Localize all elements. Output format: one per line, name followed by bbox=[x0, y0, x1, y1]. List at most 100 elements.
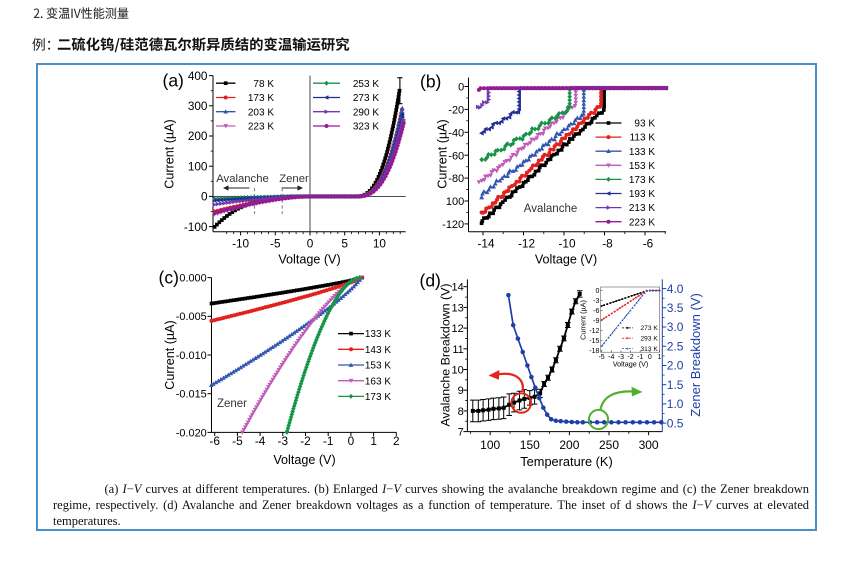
svg-text:400: 400 bbox=[188, 69, 208, 83]
svg-text:-3: -3 bbox=[618, 354, 624, 361]
svg-text:293 K: 293 K bbox=[641, 336, 659, 343]
svg-text:5: 5 bbox=[341, 237, 348, 251]
svg-text:213 K: 213 K bbox=[629, 203, 655, 214]
svg-text:-120: -120 bbox=[442, 219, 464, 231]
svg-text:Avalanche Breakdown (V): Avalanche Breakdown (V) bbox=[439, 283, 453, 426]
svg-text:Current (µA): Current (µA) bbox=[163, 119, 177, 189]
svg-text:2.0: 2.0 bbox=[667, 359, 684, 373]
svg-text:-12: -12 bbox=[589, 328, 599, 335]
svg-text:-5: -5 bbox=[232, 434, 243, 448]
svg-text:173 K: 173 K bbox=[365, 392, 391, 403]
svg-text:0: 0 bbox=[648, 354, 652, 361]
svg-text:8: 8 bbox=[458, 406, 464, 418]
svg-text:-0.020: -0.020 bbox=[176, 427, 207, 439]
svg-text:Zener: Zener bbox=[217, 398, 247, 410]
svg-text:173 K: 173 K bbox=[629, 175, 655, 186]
svg-text:253 K: 253 K bbox=[353, 79, 379, 90]
svg-text:200: 200 bbox=[188, 129, 208, 143]
svg-text:-0.015: -0.015 bbox=[176, 389, 207, 401]
svg-text:-2: -2 bbox=[300, 434, 311, 448]
svg-text:2: 2 bbox=[393, 434, 400, 448]
svg-text:300: 300 bbox=[188, 99, 208, 113]
svg-text:100: 100 bbox=[188, 159, 208, 173]
svg-text:150: 150 bbox=[520, 438, 540, 452]
svg-text:9: 9 bbox=[458, 385, 464, 397]
svg-text:-4: -4 bbox=[255, 434, 266, 448]
svg-text:-10: -10 bbox=[232, 237, 249, 251]
svg-text:14: 14 bbox=[452, 282, 464, 294]
svg-text:Avalanche: Avalanche bbox=[524, 203, 578, 215]
svg-text:290 K: 290 K bbox=[353, 107, 379, 118]
svg-text:-3: -3 bbox=[278, 434, 289, 448]
svg-text:-5: -5 bbox=[598, 354, 604, 361]
svg-text:3.5: 3.5 bbox=[667, 301, 684, 315]
svg-text:(a): (a) bbox=[163, 71, 184, 91]
svg-text:93 K: 93 K bbox=[634, 119, 655, 130]
svg-text:13: 13 bbox=[452, 302, 464, 314]
svg-text:-4: -4 bbox=[608, 354, 614, 361]
svg-text:143 K: 143 K bbox=[365, 345, 391, 356]
svg-text:223 K: 223 K bbox=[629, 217, 655, 228]
svg-text:0: 0 bbox=[201, 190, 208, 204]
svg-text:-20: -20 bbox=[448, 105, 464, 117]
svg-text:203 K: 203 K bbox=[248, 107, 274, 118]
svg-text:Temperature (K): Temperature (K) bbox=[520, 454, 612, 469]
svg-text:-6: -6 bbox=[209, 434, 220, 448]
svg-text:153 K: 153 K bbox=[629, 161, 655, 172]
svg-text:153 K: 153 K bbox=[365, 361, 391, 372]
svg-text:Voltage (V): Voltage (V) bbox=[613, 360, 649, 369]
svg-text:223 K: 223 K bbox=[248, 122, 274, 133]
svg-text:Voltage (V): Voltage (V) bbox=[273, 453, 335, 467]
svg-text:-40: -40 bbox=[448, 127, 464, 139]
svg-text:2.5: 2.5 bbox=[667, 339, 684, 353]
svg-text:Voltage (V): Voltage (V) bbox=[535, 253, 597, 267]
svg-text:0: 0 bbox=[307, 237, 314, 251]
svg-text:1: 1 bbox=[657, 354, 661, 361]
svg-text:Avalanche: Avalanche bbox=[216, 173, 269, 185]
svg-text:7: 7 bbox=[458, 427, 464, 439]
svg-text:-1: -1 bbox=[323, 434, 334, 448]
svg-text:10: 10 bbox=[373, 237, 387, 251]
svg-text:200: 200 bbox=[559, 438, 579, 452]
svg-text:0.000: 0.000 bbox=[179, 273, 206, 285]
svg-text:-100: -100 bbox=[184, 220, 208, 234]
svg-text:273 K: 273 K bbox=[353, 93, 379, 104]
svg-text:300: 300 bbox=[639, 438, 659, 452]
svg-text:Current (µA): Current (µA) bbox=[163, 320, 177, 390]
svg-text:Zener: Zener bbox=[279, 173, 309, 185]
svg-text:273 K: 273 K bbox=[641, 325, 659, 332]
svg-text:133 K: 133 K bbox=[629, 147, 655, 158]
svg-text:(c): (c) bbox=[159, 268, 179, 288]
svg-text:1.0: 1.0 bbox=[667, 397, 684, 411]
svg-text:0: 0 bbox=[458, 82, 464, 94]
svg-text:-0.010: -0.010 bbox=[176, 350, 207, 362]
svg-text:11: 11 bbox=[452, 344, 463, 356]
svg-text:3.0: 3.0 bbox=[667, 320, 684, 334]
svg-text:100: 100 bbox=[446, 196, 464, 208]
svg-text:4.0: 4.0 bbox=[667, 282, 684, 296]
svg-text:(b): (b) bbox=[420, 72, 441, 92]
svg-text:Zener Breakdown (V): Zener Breakdown (V) bbox=[688, 293, 703, 417]
svg-text:1: 1 bbox=[370, 434, 377, 448]
svg-text:-3: -3 bbox=[593, 298, 599, 305]
svg-text:250: 250 bbox=[599, 438, 619, 452]
svg-text:78 K: 78 K bbox=[253, 79, 274, 90]
svg-text:-9: -9 bbox=[593, 318, 599, 325]
svg-text:-8: -8 bbox=[602, 237, 613, 251]
svg-text:-6: -6 bbox=[643, 237, 654, 251]
svg-text:113 K: 113 K bbox=[630, 133, 656, 144]
svg-text:-14: -14 bbox=[477, 237, 494, 251]
svg-text:12: 12 bbox=[452, 323, 464, 335]
svg-text:313 K: 313 K bbox=[641, 346, 659, 353]
svg-text:-80: -80 bbox=[448, 173, 464, 185]
svg-text:133 K: 133 K bbox=[365, 329, 391, 340]
svg-text:323 K: 323 K bbox=[353, 122, 379, 133]
svg-text:100: 100 bbox=[480, 438, 500, 452]
svg-text:-5: -5 bbox=[270, 237, 281, 251]
svg-text:Voltage (V): Voltage (V) bbox=[278, 253, 340, 267]
svg-text:193 K: 193 K bbox=[629, 189, 655, 200]
svg-text:Current (µA): Current (µA) bbox=[579, 300, 588, 340]
svg-text:-6: -6 bbox=[593, 308, 599, 315]
svg-text:-15: -15 bbox=[589, 338, 599, 345]
svg-text:1.5: 1.5 bbox=[667, 378, 684, 392]
